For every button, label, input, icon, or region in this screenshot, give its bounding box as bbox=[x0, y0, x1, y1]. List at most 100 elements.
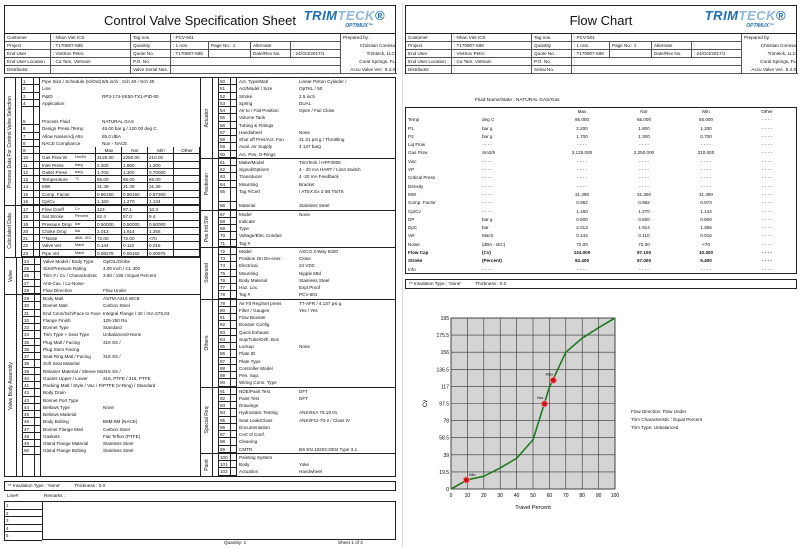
row-check[interactable] bbox=[231, 299, 237, 307]
row-check[interactable] bbox=[34, 161, 40, 169]
row-check[interactable] bbox=[231, 107, 237, 115]
row-check[interactable] bbox=[34, 227, 40, 235]
row-check[interactable] bbox=[231, 202, 237, 210]
row-check[interactable] bbox=[35, 286, 41, 294]
row-check[interactable] bbox=[35, 374, 41, 382]
row-check[interactable] bbox=[35, 272, 41, 280]
row-check[interactable] bbox=[231, 210, 237, 218]
row-check[interactable] bbox=[35, 295, 41, 303]
row-check[interactable] bbox=[231, 180, 237, 188]
row-check[interactable] bbox=[231, 269, 237, 277]
row-check[interactable] bbox=[34, 197, 40, 205]
row-check[interactable] bbox=[231, 136, 237, 144]
row-check[interactable] bbox=[231, 321, 237, 329]
row-check[interactable] bbox=[35, 338, 41, 346]
row-check[interactable] bbox=[231, 173, 237, 181]
row-check[interactable] bbox=[231, 453, 237, 461]
row-check[interactable] bbox=[34, 235, 40, 243]
row-check[interactable] bbox=[35, 316, 41, 324]
row-check[interactable] bbox=[34, 183, 40, 191]
row-check[interactable] bbox=[35, 309, 41, 317]
row-check[interactable] bbox=[231, 291, 237, 299]
row-check[interactable] bbox=[35, 396, 41, 404]
row-check[interactable] bbox=[35, 425, 41, 433]
row-check[interactable] bbox=[35, 331, 41, 339]
row-check[interactable] bbox=[231, 379, 237, 387]
row-check[interactable] bbox=[231, 402, 237, 410]
row-check[interactable] bbox=[35, 324, 41, 332]
row-check[interactable] bbox=[231, 239, 237, 247]
row-check[interactable] bbox=[231, 314, 237, 322]
remarks-box[interactable] bbox=[42, 501, 396, 540]
row-check[interactable] bbox=[35, 302, 41, 310]
row-check[interactable] bbox=[34, 213, 40, 221]
row-check[interactable] bbox=[231, 232, 237, 240]
row-check[interactable] bbox=[231, 187, 237, 203]
row-check[interactable] bbox=[35, 265, 41, 273]
line-number-row[interactable]: 4 bbox=[5, 525, 42, 533]
row-check[interactable] bbox=[231, 247, 237, 255]
row-check[interactable] bbox=[231, 328, 237, 336]
row-check[interactable] bbox=[34, 139, 40, 147]
line-number-row[interactable]: 3 bbox=[5, 517, 42, 525]
row-check[interactable] bbox=[34, 118, 40, 126]
row-check[interactable] bbox=[34, 147, 40, 155]
row-check[interactable] bbox=[231, 423, 237, 431]
row-check[interactable] bbox=[231, 262, 237, 270]
row-check[interactable] bbox=[231, 99, 237, 107]
row-check[interactable] bbox=[34, 85, 40, 93]
line-number-row[interactable]: 1 bbox=[5, 502, 42, 510]
row-check[interactable] bbox=[231, 121, 237, 129]
row-check[interactable] bbox=[35, 432, 41, 440]
row-check[interactable] bbox=[35, 345, 41, 353]
row-check[interactable] bbox=[34, 99, 40, 107]
row-check[interactable] bbox=[35, 279, 41, 287]
row-check[interactable] bbox=[35, 447, 41, 455]
row-check[interactable] bbox=[231, 461, 237, 469]
row-check[interactable] bbox=[35, 353, 41, 361]
row-check[interactable] bbox=[231, 445, 237, 453]
row-check[interactable] bbox=[231, 143, 237, 151]
line-number-row[interactable]: 2 bbox=[5, 510, 42, 518]
row-check[interactable] bbox=[34, 176, 40, 184]
row-check[interactable] bbox=[231, 350, 237, 358]
row-check[interactable] bbox=[231, 85, 237, 93]
row-check[interactable] bbox=[231, 166, 237, 174]
row-check[interactable] bbox=[231, 416, 237, 424]
row-check[interactable] bbox=[231, 92, 237, 100]
row-check[interactable] bbox=[231, 306, 237, 314]
row-check[interactable] bbox=[231, 394, 237, 402]
row-check[interactable] bbox=[35, 440, 41, 448]
row-check[interactable] bbox=[35, 418, 41, 426]
row-check[interactable] bbox=[231, 343, 237, 351]
row-check[interactable] bbox=[231, 409, 237, 417]
row-check[interactable] bbox=[34, 206, 40, 214]
row-check[interactable] bbox=[35, 403, 41, 411]
row-check[interactable] bbox=[231, 364, 237, 372]
row-check[interactable] bbox=[231, 372, 237, 380]
row-check[interactable] bbox=[34, 132, 40, 140]
line-number-row[interactable]: 5 bbox=[6, 533, 9, 539]
row-check[interactable] bbox=[34, 249, 40, 257]
row-check[interactable] bbox=[231, 438, 237, 446]
row-check[interactable] bbox=[231, 468, 237, 476]
row-check[interactable] bbox=[231, 114, 237, 122]
row-check[interactable] bbox=[231, 217, 237, 225]
row-check[interactable] bbox=[231, 335, 237, 343]
row-check[interactable] bbox=[35, 367, 41, 375]
row-check[interactable] bbox=[35, 389, 41, 397]
row-check[interactable] bbox=[34, 154, 40, 162]
row-check[interactable] bbox=[231, 78, 237, 86]
row-check[interactable] bbox=[34, 168, 40, 176]
row-check[interactable] bbox=[231, 284, 237, 292]
row-check[interactable] bbox=[35, 382, 41, 390]
row-check[interactable] bbox=[231, 225, 237, 233]
row-check[interactable] bbox=[231, 431, 237, 439]
row-check[interactable] bbox=[34, 190, 40, 198]
row-check[interactable] bbox=[231, 128, 237, 136]
row-check[interactable] bbox=[35, 411, 41, 419]
row-check[interactable] bbox=[231, 276, 237, 284]
row-check[interactable] bbox=[231, 255, 237, 263]
row-check[interactable] bbox=[231, 158, 237, 166]
row-check[interactable] bbox=[34, 220, 40, 228]
